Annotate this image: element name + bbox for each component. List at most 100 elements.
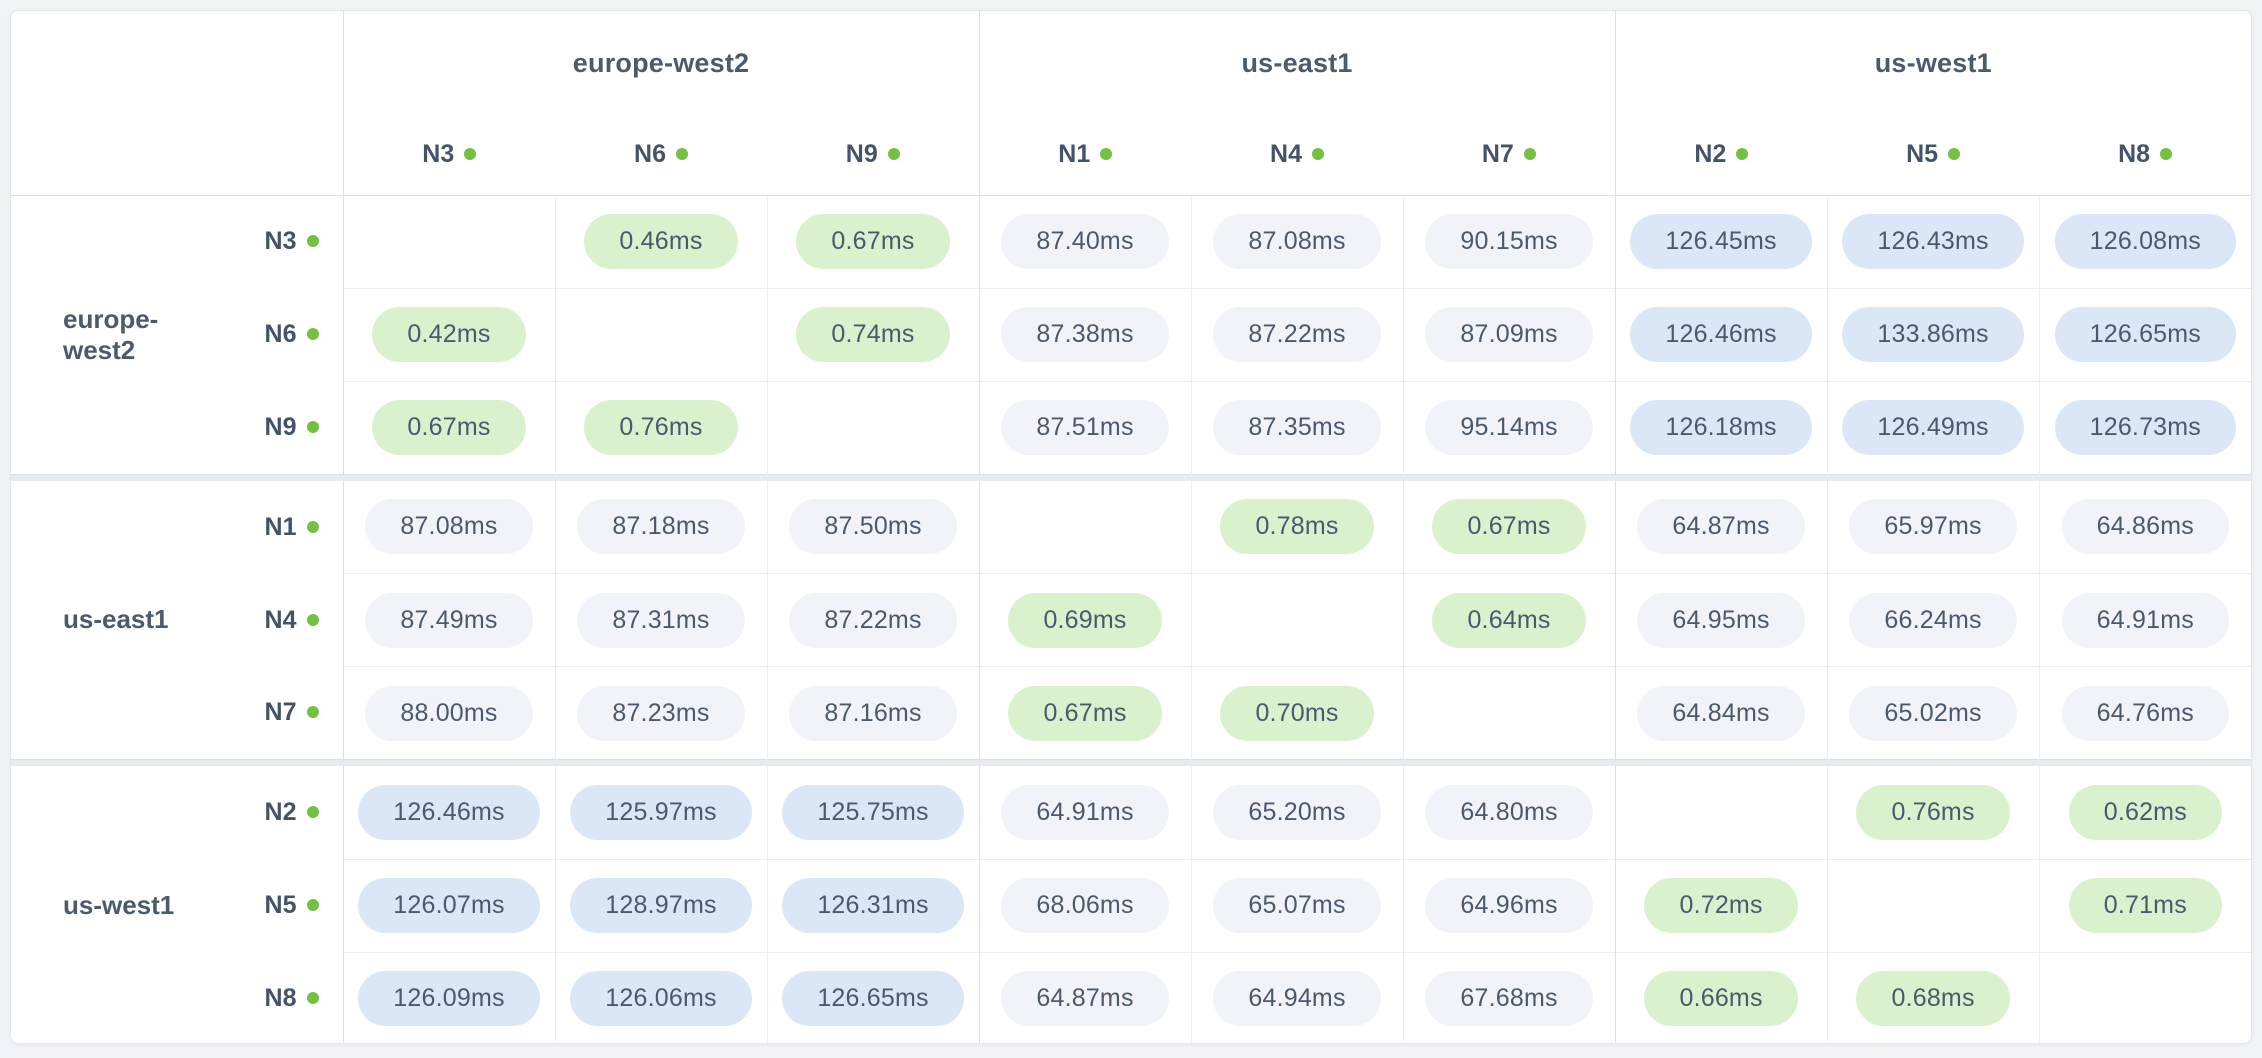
latency-pill: 125.75ms [782, 784, 964, 840]
row-header-N4: N4 [207, 573, 344, 667]
node-status-dot [1100, 148, 1113, 161]
latency-cell-N7-N4: 0.70ms [1190, 666, 1404, 760]
row-group-label-europe-west2: europe-west2 [63, 303, 159, 365]
node-status-dot [306, 706, 319, 719]
latency-cell-N8-N3: 126.09ms [342, 951, 555, 1043]
latency-cell-N8-N2: 0.66ms [1614, 951, 1828, 1043]
latency-cell-N7-N7 [1402, 666, 1616, 760]
latency-cell-N7-N9: 87.16ms [766, 666, 980, 760]
latency-pill: 0.74ms [796, 307, 950, 362]
column-header-N4-label: N4 [1270, 140, 1303, 169]
column-header-N5: N5 [1827, 115, 2040, 196]
row-header-N7: N7 [207, 666, 344, 760]
latency-cell-N3-N6: 0.46ms [554, 195, 767, 288]
latency-pill: 65.20ms [1213, 784, 1381, 840]
latency-pill: 87.09ms [1425, 307, 1593, 362]
row-header-N5-label: N5 [264, 891, 297, 919]
latency-cell-N5-N1: 68.06ms [978, 858, 1192, 952]
latency-cell-N2-N3: 126.46ms [342, 766, 555, 859]
latency-cell-N2-N6: 125.97ms [554, 766, 767, 859]
column-group-us-west1: us-west1 [1614, 11, 2251, 115]
column-header-N7: N7 [1403, 115, 1616, 196]
latency-pill: 0.67ms [1432, 499, 1586, 555]
latency-pill: 64.80ms [1425, 784, 1593, 840]
latency-cell-N5-N6: 128.97ms [554, 858, 767, 952]
latency-pill: 0.76ms [1856, 784, 2010, 840]
latency-pill: 87.18ms [577, 499, 745, 555]
latency-pill: 126.45ms [1630, 214, 1812, 269]
corner-cell [11, 11, 344, 196]
latency-cell-N1-N3: 87.08ms [342, 480, 555, 574]
latency-pill: 0.70ms [1220, 685, 1374, 741]
latency-cell-N5-N5 [1826, 858, 2040, 952]
latency-cell-N2-N5: 0.76ms [1826, 766, 2040, 859]
column-header-N1: N1 [978, 115, 1192, 196]
table-row: us-east1 N1 87.08ms 87.18ms 87.50ms 0.78ms 0.6… [11, 480, 2251, 634]
latency-pill: 0.46ms [584, 214, 738, 269]
latency-cell-N9-N8: 126.73ms [2038, 380, 2251, 474]
latency-cell-N4-N9: 87.22ms [766, 573, 980, 667]
latency-pill: 87.38ms [1001, 307, 1169, 362]
latency-cell-N4-N2: 64.95ms [1614, 573, 1828, 667]
column-group-europe-west2: europe-west2 [342, 11, 980, 115]
latency-pill: 0.66ms [1644, 971, 1798, 1027]
latency-pill: 0.72ms [1644, 878, 1798, 933]
latency-cell-N5-N2: 0.72ms [1614, 858, 1828, 952]
header-region-row: europe-west2 us-east1 us-west1 [11, 11, 2251, 196]
latency-cell-N8-N1: 64.87ms [978, 951, 1192, 1043]
latency-pill: 64.76ms [2061, 685, 2229, 741]
latency-pill: 87.08ms [1213, 214, 1381, 269]
latency-cell-N2-N2 [1614, 766, 1828, 859]
latency-pill: 90.15ms [1425, 214, 1593, 269]
latency-pill: 64.91ms [1001, 784, 1169, 840]
latency-cell-N6-N1: 87.38ms [978, 287, 1192, 381]
latency-pill: 64.84ms [1637, 685, 1805, 741]
table-row: europe-west2 N3 0.46ms 0.67ms 87.40ms 87.08ms… [11, 195, 2251, 365]
latency-cell-N3-N9: 0.67ms [766, 195, 980, 288]
node-status-dot [2160, 148, 2173, 161]
latency-pill: 87.35ms [1213, 400, 1381, 455]
column-header-N9-label: N9 [845, 140, 878, 169]
latency-cell-N1-N8: 64.86ms [2038, 480, 2251, 574]
latency-pill: 87.08ms [365, 499, 533, 555]
latency-cell-N6-N2: 126.46ms [1614, 287, 1828, 381]
column-header-N2: N2 [1614, 115, 1828, 196]
latency-cell-N8-N4: 64.94ms [1190, 951, 1404, 1043]
latency-pill: 126.07ms [358, 878, 540, 933]
row-header-N1-label: N1 [264, 512, 297, 541]
row-header-N7-label: N7 [264, 698, 297, 727]
latency-cell-N2-N7: 64.80ms [1402, 766, 1616, 859]
latency-pill: 0.76ms [584, 400, 738, 455]
latency-cell-N7-N5: 65.02ms [1826, 666, 2040, 760]
row-header-N3-label: N3 [264, 227, 297, 256]
latency-pill: 133.86ms [1842, 307, 2024, 362]
column-header-N3-label: N3 [422, 140, 455, 169]
latency-pill: 0.62ms [2068, 784, 2222, 840]
latency-cell-N6-N8: 126.65ms [2038, 287, 2251, 381]
row-header-N6-label: N6 [264, 320, 297, 348]
node-status-dot [675, 148, 688, 161]
latency-pill: 65.02ms [1849, 685, 2017, 741]
latency-cell-N4-N7: 0.64ms [1402, 573, 1616, 667]
latency-cell-N1-N6: 87.18ms [554, 480, 767, 574]
latency-cell-N7-N1: 0.67ms [978, 666, 1192, 760]
latency-cell-N4-N4 [1190, 573, 1404, 667]
row-header-N8-label: N8 [264, 984, 297, 1012]
table-row: N5 126.07ms 128.97ms 126.31ms 68.06ms 65.07ms… [11, 858, 2251, 952]
latency-pill: 64.95ms [1637, 592, 1805, 648]
latency-pill: 64.87ms [1001, 971, 1169, 1027]
latency-pill: 126.18ms [1630, 400, 1812, 455]
row-header-N5: N5 [207, 859, 344, 952]
latency-cell-N6-N3: 0.42ms [342, 287, 555, 381]
latency-pill: 64.91ms [2061, 592, 2229, 648]
latency-pill: 126.43ms [1842, 214, 2024, 269]
latency-matrix-card: europe-west2 us-east1 us-west1 N3 N6 N9 N1 N4 N7… [10, 10, 2252, 1044]
latency-pill: 87.51ms [1001, 400, 1169, 455]
latency-pill: 0.67ms [1008, 685, 1162, 741]
latency-cell-N5-N9: 126.31ms [766, 858, 980, 952]
latency-pill: 95.14ms [1425, 400, 1593, 455]
latency-cell-N9-N3: 0.67ms [342, 380, 555, 474]
node-status-dot [464, 148, 477, 161]
latency-pill: 0.68ms [1856, 971, 2010, 1027]
latency-pill: 67.68ms [1425, 971, 1593, 1027]
